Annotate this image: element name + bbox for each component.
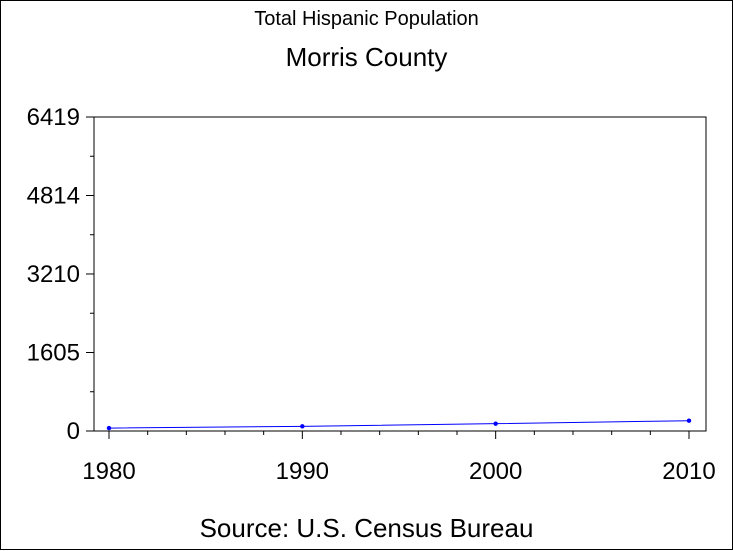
- plot-area: [93, 116, 707, 432]
- x-tick-label: 1990: [276, 458, 329, 485]
- data-point: [686, 418, 692, 423]
- y-tick-label: 4814: [27, 183, 80, 210]
- source-note: Source: U.S. Census Bureau: [199, 513, 534, 543]
- series-group: [106, 418, 692, 431]
- y-tick-label: 1605: [27, 339, 80, 366]
- x-tick-label: 2000: [469, 458, 522, 485]
- series-line: [108, 420, 690, 429]
- y-tick-label: 6419: [27, 104, 80, 131]
- data-point: [493, 421, 498, 426]
- x-tick-label: 2010: [662, 458, 715, 485]
- data-point: [300, 424, 305, 429]
- y-axis: 0 1605 3210 4814 6419: [27, 104, 94, 445]
- chart-subtitle: Morris County: [285, 42, 448, 72]
- data-point: [106, 425, 112, 431]
- y-tick-label: 3210: [27, 261, 80, 288]
- x-tick-label: 1980: [82, 458, 135, 485]
- x-axis: 1980 1990 2000 2010: [82, 431, 716, 485]
- chart-title: Total Hispanic Population: [254, 8, 479, 30]
- y-tick-label: 0: [67, 418, 80, 445]
